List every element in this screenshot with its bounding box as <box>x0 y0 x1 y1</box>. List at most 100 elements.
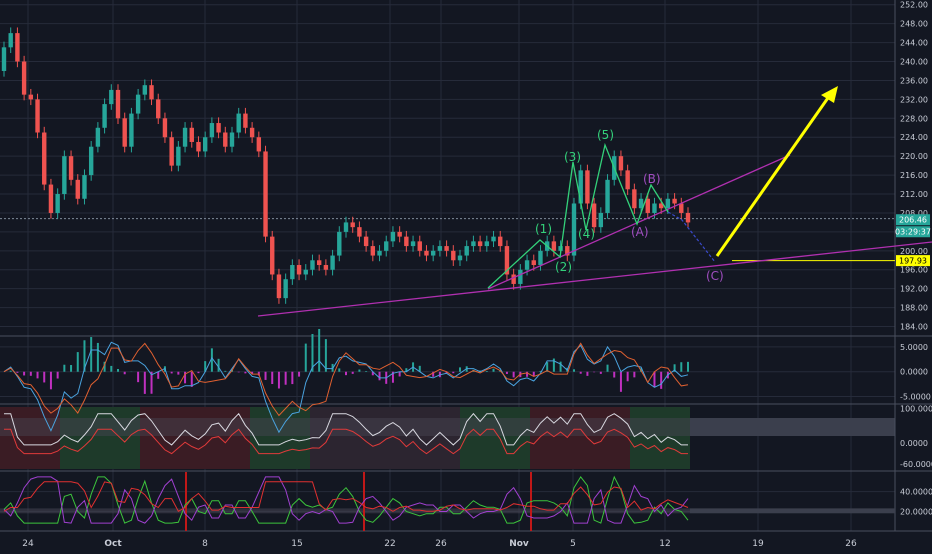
candle-body <box>511 274 516 284</box>
candle-body <box>189 127 194 142</box>
candle-body <box>82 175 87 199</box>
time-tick-label: 26 <box>845 539 857 549</box>
macd-indicator <box>3 328 689 434</box>
candle-body <box>176 146 181 166</box>
candle-body <box>410 241 416 247</box>
price-tick-label: 192.00 <box>900 285 928 294</box>
candle-body <box>1 47 7 71</box>
candle-body <box>377 250 382 256</box>
candle-body <box>149 85 154 100</box>
price-tick-label: 252.00 <box>900 1 928 10</box>
candle-body <box>645 198 650 213</box>
candle-body <box>48 184 54 213</box>
candle-body <box>531 260 536 266</box>
candle-body <box>303 269 308 275</box>
dmi-band-future <box>690 508 895 514</box>
current-price-badge: 206.46 <box>899 216 927 225</box>
price-tick-label: 220.00 <box>900 152 928 161</box>
candle-body <box>444 246 449 251</box>
candle-body <box>424 250 429 256</box>
candle-body <box>256 137 262 152</box>
candle-body <box>55 194 60 213</box>
time-axis[interactable]: 24 Oct 8 15 22 26 Nov 5 12 19 26 <box>22 539 857 549</box>
price-tick-label: 236.00 <box>900 76 928 85</box>
candle-body <box>202 137 208 152</box>
stoch-tick-label: 100.0000 <box>900 404 932 413</box>
candle-body <box>62 156 67 195</box>
dmi-plus-line <box>3 475 689 524</box>
candle-body <box>518 269 523 284</box>
projection-arrow <box>715 86 838 257</box>
dmi-minus-line <box>3 476 689 524</box>
wave-label-c: (C) <box>706 269 724 283</box>
candle-body <box>578 170 583 204</box>
candle-body <box>457 255 463 261</box>
price-tick-label: 232.00 <box>900 95 928 104</box>
candle-body <box>451 250 456 261</box>
macd-line <box>3 341 689 434</box>
time-tick-label: 12 <box>659 539 670 549</box>
candle-body <box>88 146 94 176</box>
candle-body <box>330 255 335 270</box>
candle-body <box>283 279 288 299</box>
candle-body <box>384 241 389 251</box>
candle-body <box>102 104 107 128</box>
time-tick-label: 24 <box>22 539 34 549</box>
time-tick-label: 8 <box>202 539 208 549</box>
candle-body <box>21 61 27 95</box>
macd-tick-label: 5.0000 <box>900 343 928 352</box>
candle-body <box>270 236 275 275</box>
candle-body <box>135 94 141 114</box>
macd-signal-line <box>3 342 689 417</box>
candle-body <box>276 274 282 299</box>
stoch-k-line <box>4 412 688 446</box>
candle-body <box>477 241 483 247</box>
candle-body <box>598 212 604 228</box>
candle-body <box>310 260 315 270</box>
candle-body <box>216 123 221 133</box>
panel-separators <box>0 0 932 532</box>
elliott-wave-lines <box>487 142 716 289</box>
candle-body <box>397 231 402 237</box>
candle-body <box>571 203 577 256</box>
price-tick-label: 240.00 <box>900 58 928 67</box>
candle-body <box>638 198 644 209</box>
price-tick-label: 184.00 <box>900 323 928 332</box>
candle-body <box>350 222 355 228</box>
candle-body <box>370 246 376 256</box>
lower-trendline <box>257 241 932 317</box>
candle-body <box>115 89 121 119</box>
candle-body <box>390 231 396 242</box>
candle-body <box>665 198 671 209</box>
candle-body <box>524 260 530 270</box>
candle-body <box>585 170 590 204</box>
time-tick-label: 19 <box>752 539 764 549</box>
candle-body <box>464 246 469 256</box>
candle-body <box>679 203 684 213</box>
candle-body <box>290 265 295 280</box>
candle-body <box>223 132 228 147</box>
candle-body <box>632 189 637 209</box>
stochastic-indicator <box>4 412 688 455</box>
time-tick-label: 26 <box>435 539 447 549</box>
candle-body <box>35 99 40 133</box>
price-axis[interactable]: 252.00 248.00 244.00 240.00 236.00 232.00 228.… <box>900 1 932 517</box>
impulse-wave <box>487 142 669 289</box>
candle-body <box>236 113 241 133</box>
candle-body <box>625 170 630 190</box>
candle-body <box>357 227 362 237</box>
wave-label-5: (5) <box>597 128 614 142</box>
candle-body <box>68 156 74 180</box>
candle-body <box>249 127 255 138</box>
candle-body <box>538 250 543 266</box>
candle-body <box>169 137 174 166</box>
dmi-tick-label: 20.0000 <box>900 507 932 516</box>
candle-body <box>129 113 134 147</box>
candle-body <box>229 132 235 147</box>
candle-body <box>437 246 443 251</box>
dmi-band <box>0 508 690 514</box>
candle-body <box>196 141 201 152</box>
dmi-indicator <box>0 472 895 531</box>
